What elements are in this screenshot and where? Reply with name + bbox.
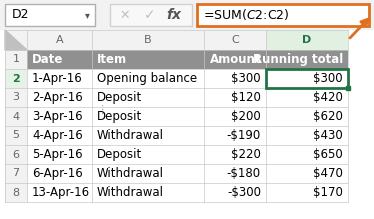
Bar [346,86,350,90]
Text: B: B [144,35,152,45]
Text: 8: 8 [12,187,19,198]
Text: A: A [56,35,63,45]
Text: 3-Apr-16: 3-Apr-16 [32,110,83,123]
Text: fx: fx [166,8,181,22]
Polygon shape [5,30,27,50]
Text: 3: 3 [12,92,19,102]
Text: D2: D2 [12,9,30,21]
Text: 7: 7 [12,168,19,178]
Text: $470: $470 [313,167,343,180]
Text: Withdrawal: Withdrawal [97,129,164,142]
Text: -$300: -$300 [227,186,261,199]
Text: -$180: -$180 [227,167,261,180]
Bar [5,183,27,202]
Text: C: C [231,35,239,45]
Bar [5,50,27,69]
Text: Withdrawal: Withdrawal [97,167,164,180]
Bar [0,0,374,30]
Text: $300: $300 [232,72,261,85]
Text: $620: $620 [313,110,343,123]
Bar [5,88,27,107]
Text: D: D [302,35,312,45]
Text: 5-Apr-16: 5-Apr-16 [32,148,83,161]
Text: $650: $650 [313,148,343,161]
Text: Amount: Amount [209,53,261,66]
Text: Deposit: Deposit [97,110,142,123]
Bar [5,107,27,126]
Text: $120: $120 [231,91,261,104]
Text: 1: 1 [12,55,19,65]
Text: -$190: -$190 [227,129,261,142]
Text: ✓: ✓ [144,8,155,22]
Text: Deposit: Deposit [97,148,142,161]
Bar [5,126,27,145]
Text: $300: $300 [313,72,343,85]
Text: Date: Date [32,53,63,66]
Text: Opening balance: Opening balance [97,72,197,85]
Text: 13-Apr-16: 13-Apr-16 [32,186,90,199]
Text: =SUM($C$2:C2): =SUM($C$2:C2) [203,7,289,23]
Bar [5,4,95,26]
Bar [266,69,348,88]
Text: 5: 5 [12,131,19,141]
Text: ⋮: ⋮ [96,104,108,115]
Bar [5,30,348,50]
Text: 6-Apr-16: 6-Apr-16 [32,167,83,180]
Bar [197,4,369,26]
Text: Deposit: Deposit [97,91,142,104]
Bar [5,145,27,164]
Bar [266,30,348,50]
Bar [110,4,192,26]
Text: $430: $430 [313,129,343,142]
Text: Withdrawal: Withdrawal [97,186,164,199]
Text: Running total: Running total [253,53,343,66]
Text: $170: $170 [313,186,343,199]
Text: 2-Apr-16: 2-Apr-16 [32,91,83,104]
Text: ▾: ▾ [85,10,89,20]
Text: $220: $220 [231,148,261,161]
Bar [27,50,348,69]
Text: 6: 6 [12,150,19,159]
Text: 2: 2 [12,74,20,83]
Text: 4-Apr-16: 4-Apr-16 [32,129,83,142]
Bar [5,69,27,88]
Text: ✕: ✕ [120,9,130,21]
Text: $420: $420 [313,91,343,104]
Text: Item: Item [97,53,127,66]
Text: $200: $200 [231,110,261,123]
Text: 4: 4 [12,111,19,122]
Text: 1-Apr-16: 1-Apr-16 [32,72,83,85]
Bar [5,164,27,183]
